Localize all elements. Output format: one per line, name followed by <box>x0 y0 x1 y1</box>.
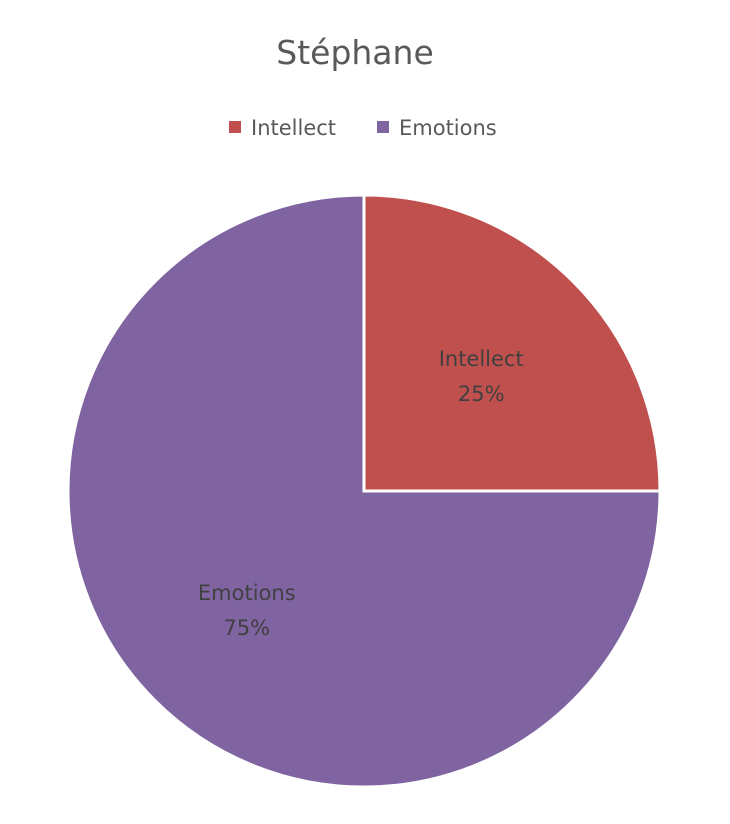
legend: Intellect Emotions <box>229 116 497 140</box>
pie-slices <box>66 193 662 789</box>
legend-label-intellect: Intellect <box>251 116 336 140</box>
pie-slice-intellect <box>362 193 662 493</box>
slice-label-emotions-value: 75% <box>223 616 270 640</box>
pie-slice-emotions <box>66 193 662 789</box>
legend-swatch-intellect <box>229 121 241 133</box>
slice-label-intellect-category: Intellect <box>439 347 524 371</box>
legend-label-emotions: Emotions <box>399 116 497 140</box>
slice-label-emotions-category: Emotions <box>198 581 296 605</box>
pie-labels: Intellect 25% Emotions 75% <box>198 347 524 640</box>
slice-label-intellect-value: 25% <box>458 382 505 406</box>
legend-swatch-emotions <box>377 121 389 133</box>
chart-title: Stéphane <box>276 33 434 72</box>
